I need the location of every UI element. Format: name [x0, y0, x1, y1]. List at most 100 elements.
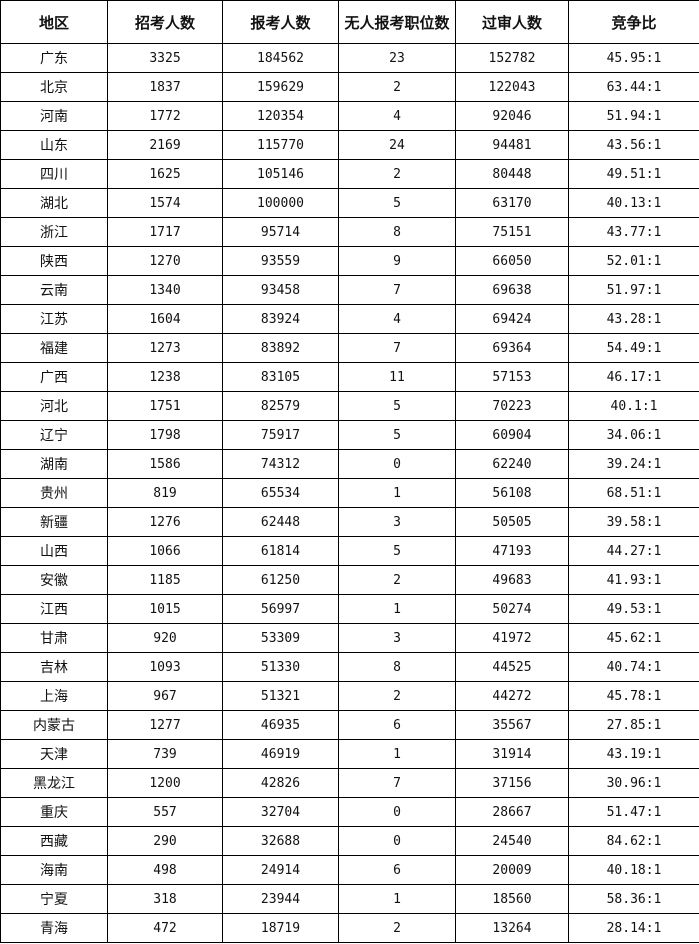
recruit-count-cell: 290 [107, 826, 223, 856]
table-row: 吉林 1093 51330 8 44525 40.74:1 [0, 652, 699, 682]
header-applicant-count: 报考人数 [222, 0, 339, 44]
table-row: 四川 1625 105146 2 80448 49.51:1 [0, 159, 699, 189]
no-applicant-positions-cell: 6 [338, 855, 456, 885]
applicant-count-cell: 65534 [222, 478, 339, 508]
region-cell: 新疆 [0, 507, 108, 537]
applicant-count-cell: 159629 [222, 72, 339, 102]
no-applicant-positions-cell: 0 [338, 797, 456, 827]
no-applicant-positions-cell: 2 [338, 913, 456, 943]
region-cell: 江西 [0, 594, 108, 624]
approved-count-cell: 92046 [455, 101, 569, 131]
approved-count-cell: 47193 [455, 536, 569, 566]
region-cell: 重庆 [0, 797, 108, 827]
recruit-count-cell: 1200 [107, 768, 223, 798]
competition-ratio-cell: 44.27:1 [568, 536, 699, 566]
recruit-count-cell: 3325 [107, 43, 223, 73]
applicant-count-cell: 83924 [222, 304, 339, 334]
applicant-count-cell: 184562 [222, 43, 339, 73]
no-applicant-positions-cell: 5 [338, 188, 456, 218]
table-row: 江苏 1604 83924 4 69424 43.28:1 [0, 304, 699, 334]
no-applicant-positions-cell: 5 [338, 391, 456, 421]
no-applicant-positions-cell: 0 [338, 826, 456, 856]
table-row: 河南 1772 120354 4 92046 51.94:1 [0, 101, 699, 131]
no-applicant-positions-cell: 5 [338, 536, 456, 566]
no-applicant-positions-cell: 9 [338, 246, 456, 276]
no-applicant-positions-cell: 5 [338, 420, 456, 450]
region-cell: 海南 [0, 855, 108, 885]
recruit-count-cell: 318 [107, 884, 223, 914]
competition-ratio-cell: 40.1:1 [568, 391, 699, 421]
competition-ratio-cell: 68.51:1 [568, 478, 699, 508]
approved-count-cell: 24540 [455, 826, 569, 856]
table-row: 辽宁 1798 75917 5 60904 34.06:1 [0, 420, 699, 450]
applicant-count-cell: 61814 [222, 536, 339, 566]
table-row: 广东 3325 184562 23 152782 45.95:1 [0, 43, 699, 73]
competition-ratio-cell: 27.85:1 [568, 710, 699, 740]
region-cell: 黑龙江 [0, 768, 108, 798]
table-row: 福建 1273 83892 7 69364 54.49:1 [0, 333, 699, 363]
table-row: 黑龙江 1200 42826 7 37156 30.96:1 [0, 768, 699, 798]
approved-count-cell: 69364 [455, 333, 569, 363]
header-approved-count: 过审人数 [455, 0, 569, 44]
table-row: 上海 967 51321 2 44272 45.78:1 [0, 681, 699, 711]
recruit-count-cell: 1751 [107, 391, 223, 421]
approved-count-cell: 70223 [455, 391, 569, 421]
recruit-count-cell: 1015 [107, 594, 223, 624]
approved-count-cell: 80448 [455, 159, 569, 189]
competition-ratio-cell: 40.18:1 [568, 855, 699, 885]
applicant-count-cell: 62448 [222, 507, 339, 537]
applicant-count-cell: 83892 [222, 333, 339, 363]
recruit-count-cell: 472 [107, 913, 223, 943]
no-applicant-positions-cell: 0 [338, 449, 456, 479]
competition-ratio-cell: 51.97:1 [568, 275, 699, 305]
no-applicant-positions-cell: 1 [338, 478, 456, 508]
no-applicant-positions-cell: 8 [338, 652, 456, 682]
applicant-count-cell: 75917 [222, 420, 339, 450]
region-cell: 内蒙古 [0, 710, 108, 740]
applicant-count-cell: 100000 [222, 188, 339, 218]
table-row: 西藏 290 32688 0 24540 84.62:1 [0, 826, 699, 856]
no-applicant-positions-cell: 2 [338, 159, 456, 189]
competition-ratio-cell: 39.58:1 [568, 507, 699, 537]
applicant-count-cell: 93458 [222, 275, 339, 305]
region-cell: 河南 [0, 101, 108, 131]
no-applicant-positions-cell: 7 [338, 768, 456, 798]
applicant-count-cell: 74312 [222, 449, 339, 479]
table-row: 内蒙古 1277 46935 6 35567 27.85:1 [0, 710, 699, 740]
competition-ratio-cell: 30.96:1 [568, 768, 699, 798]
recruit-count-cell: 1093 [107, 652, 223, 682]
applicant-count-cell: 115770 [222, 130, 339, 160]
table-row: 陕西 1270 93559 9 66050 52.01:1 [0, 246, 699, 276]
applicant-count-cell: 24914 [222, 855, 339, 885]
region-cell: 山东 [0, 130, 108, 160]
applicant-count-cell: 46919 [222, 739, 339, 769]
recruit-count-cell: 1574 [107, 188, 223, 218]
table-row: 海南 498 24914 6 20009 40.18:1 [0, 855, 699, 885]
no-applicant-positions-cell: 1 [338, 739, 456, 769]
competition-ratio-cell: 63.44:1 [568, 72, 699, 102]
table-row: 安徽 1185 61250 2 49683 41.93:1 [0, 565, 699, 595]
recruit-count-cell: 1185 [107, 565, 223, 595]
competition-ratio-cell: 51.94:1 [568, 101, 699, 131]
recruit-count-cell: 1270 [107, 246, 223, 276]
no-applicant-positions-cell: 6 [338, 710, 456, 740]
region-cell: 福建 [0, 333, 108, 363]
approved-count-cell: 63170 [455, 188, 569, 218]
approved-count-cell: 69638 [455, 275, 569, 305]
region-cell: 甘肃 [0, 623, 108, 653]
table-row: 河北 1751 82579 5 70223 40.1:1 [0, 391, 699, 421]
competition-ratio-cell: 40.13:1 [568, 188, 699, 218]
applicant-count-cell: 53309 [222, 623, 339, 653]
competition-ratio-cell: 45.78:1 [568, 681, 699, 711]
no-applicant-positions-cell: 7 [338, 333, 456, 363]
region-cell: 西藏 [0, 826, 108, 856]
recruit-count-cell: 1625 [107, 159, 223, 189]
table-row: 山东 2169 115770 24 94481 43.56:1 [0, 130, 699, 160]
table-row: 湖北 1574 100000 5 63170 40.13:1 [0, 188, 699, 218]
recruit-count-cell: 1238 [107, 362, 223, 392]
table-row: 浙江 1717 95714 8 75151 43.77:1 [0, 217, 699, 247]
recruit-count-cell: 1837 [107, 72, 223, 102]
approved-count-cell: 94481 [455, 130, 569, 160]
applicant-count-cell: 93559 [222, 246, 339, 276]
table-row: 重庆 557 32704 0 28667 51.47:1 [0, 797, 699, 827]
